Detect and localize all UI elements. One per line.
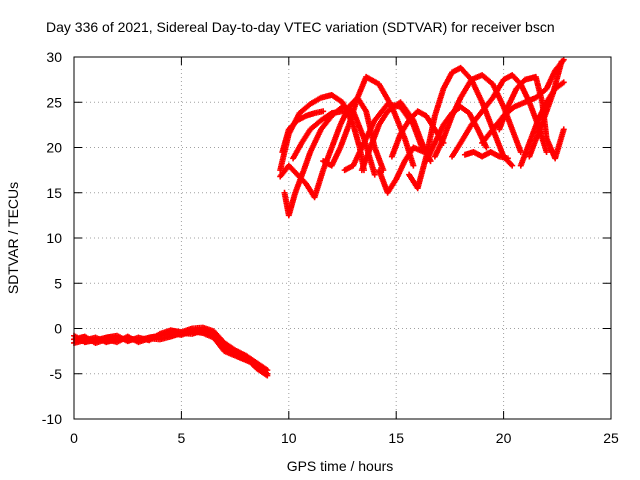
chart-title: Day 336 of 2021, Sidereal Day-to-day VTE… xyxy=(46,19,555,35)
plot-frame xyxy=(73,56,612,420)
series-arc-9 xyxy=(376,144,428,196)
x-tick-label: 20 xyxy=(496,430,512,446)
series-arc-19 xyxy=(526,58,565,160)
data-point xyxy=(339,108,346,115)
x-tick-label: 0 xyxy=(70,430,78,446)
series-arc-17 xyxy=(496,73,567,162)
series-arc-5 xyxy=(290,108,346,162)
x-tick-label: 25 xyxy=(603,430,619,446)
data-point xyxy=(558,58,565,65)
y-tick-label: 0 xyxy=(54,321,62,337)
x-tick-label: 10 xyxy=(281,430,297,446)
y-axis-label: SDTVAR / TECUs xyxy=(5,182,21,294)
series-arc-2 xyxy=(279,108,327,156)
tick-labels: 0 5 10 15 20 25 -10 -5 0 5 10 15 20 25 30 xyxy=(42,49,619,446)
data-point xyxy=(264,372,271,379)
y-tick-label: 30 xyxy=(46,49,62,65)
x-axis-label: GPS time / hours xyxy=(287,458,394,474)
y-tick-label: 15 xyxy=(46,185,62,201)
data-point xyxy=(410,162,417,169)
x-tick-label: 5 xyxy=(178,430,186,446)
data-point xyxy=(320,108,327,115)
series-night-b xyxy=(71,324,271,374)
data-point xyxy=(543,149,550,156)
y-tick-label: 5 xyxy=(54,275,62,291)
plot-marks xyxy=(71,56,567,379)
series-arc-8 xyxy=(358,99,434,174)
data-point xyxy=(560,79,567,86)
series-arc-15 xyxy=(461,149,511,162)
y-tick-label: 20 xyxy=(46,140,62,156)
y-tick-label: 25 xyxy=(46,94,62,110)
series-night-c xyxy=(71,327,271,379)
x-tick-label: 15 xyxy=(388,430,404,446)
series-arc-13 xyxy=(431,72,524,160)
data-point xyxy=(504,155,511,162)
y-tick-label: -5 xyxy=(50,366,63,382)
data-point xyxy=(483,144,490,151)
data-point xyxy=(560,126,567,133)
data-point xyxy=(509,162,516,169)
y-tick-label: 10 xyxy=(46,230,62,246)
y-tick-label: -10 xyxy=(42,411,62,427)
data-point xyxy=(264,367,271,374)
data-point xyxy=(371,171,378,178)
